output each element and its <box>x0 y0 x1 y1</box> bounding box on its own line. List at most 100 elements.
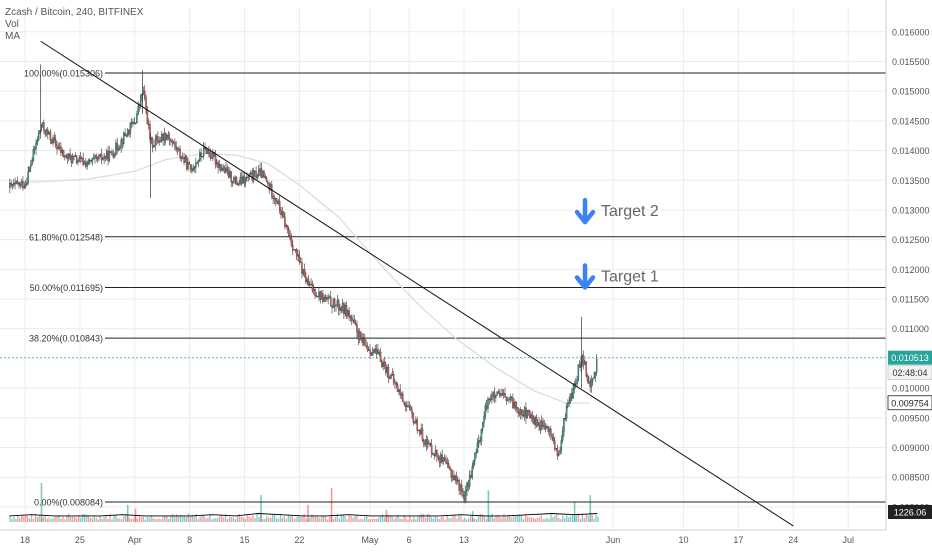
volume-bar <box>467 518 470 522</box>
volume-bar <box>72 516 74 522</box>
candle-body <box>379 352 382 362</box>
current-price-badge[interactable] <box>888 350 932 365</box>
candle-body <box>443 457 446 460</box>
candle-body <box>455 475 458 482</box>
candle-body <box>274 198 277 202</box>
volume-pane <box>9 482 599 522</box>
candle-body <box>116 142 118 150</box>
candle-body <box>484 405 487 417</box>
candle-body <box>574 383 577 385</box>
trendline[interactable] <box>40 40 794 527</box>
candle-body <box>88 159 91 161</box>
volume-spike <box>40 482 43 522</box>
volume-spike <box>471 511 474 522</box>
volume-bar <box>79 517 82 522</box>
candle-body <box>548 428 551 432</box>
volume-bar <box>268 517 270 522</box>
candle-body <box>327 296 329 300</box>
volume-bar <box>217 517 219 522</box>
candle-body <box>282 211 285 218</box>
down-arrow-head <box>574 209 596 225</box>
volume-bar <box>505 517 507 522</box>
volume-bar <box>197 519 199 522</box>
volume-bar <box>60 518 62 522</box>
candle-body <box>237 184 239 186</box>
candle-body <box>273 198 276 200</box>
candle-body <box>234 176 236 179</box>
volume-bar <box>28 518 31 522</box>
x-tick-label: 20 <box>514 535 524 545</box>
x-tick-label: 22 <box>294 535 304 545</box>
volume-bar <box>340 514 342 522</box>
candle-body <box>567 403 569 407</box>
candle-body <box>212 152 214 159</box>
candle-body <box>423 440 425 445</box>
volume-bar <box>140 517 143 522</box>
candle-body <box>544 427 547 430</box>
volume-bar <box>403 514 405 522</box>
volume-bar <box>168 518 170 522</box>
volume-bar <box>299 516 301 522</box>
volume-bar <box>295 517 297 522</box>
candle-body <box>557 454 560 456</box>
candle-body <box>369 349 371 354</box>
candle-body <box>225 167 227 173</box>
volume-bar <box>507 514 509 522</box>
volume-bar <box>30 513 33 522</box>
candle-body <box>345 304 348 316</box>
volume-bar <box>152 517 154 522</box>
candle-body <box>403 401 405 404</box>
volume-bar <box>87 516 90 522</box>
candle-body <box>260 168 263 178</box>
volume-bar <box>536 517 538 522</box>
symbol-title[interactable]: Zcash / Bitcoin, 240, BITFINEX <box>5 7 144 18</box>
volume-bar <box>75 517 78 522</box>
vol-indicator-label[interactable]: Vol <box>5 19 19 30</box>
candle-body <box>471 466 473 478</box>
volume-bar <box>77 515 80 522</box>
volume-bar <box>238 514 241 522</box>
candle-body <box>256 175 259 179</box>
volume-bar <box>393 518 395 522</box>
volume-bar <box>95 517 97 522</box>
candle-body <box>181 157 184 159</box>
volume-bar <box>38 515 41 522</box>
candle-body <box>121 139 124 144</box>
candle-body <box>221 169 223 171</box>
candle-body <box>95 155 98 158</box>
candle-body <box>115 142 117 155</box>
volume-bar <box>240 517 242 522</box>
volume-bar <box>346 519 348 522</box>
candle-body <box>155 136 158 141</box>
volume-bar <box>320 516 323 522</box>
volume-bar <box>142 516 144 522</box>
candle-body <box>569 393 572 402</box>
candle-body <box>47 129 49 135</box>
volume-bar <box>91 518 94 522</box>
candle-body <box>91 158 94 162</box>
candle-body <box>75 155 78 163</box>
candle-body <box>278 200 281 211</box>
trendline-group[interactable] <box>0 40 886 527</box>
volume-bar <box>583 517 585 522</box>
y-tick-label: 0.012500 <box>892 235 930 245</box>
candle-body <box>446 462 449 464</box>
candle-body <box>310 283 312 285</box>
volume-bar <box>466 519 468 522</box>
candle-body <box>11 183 14 186</box>
candle-body <box>374 349 377 354</box>
candle-body <box>476 442 479 453</box>
candle-body <box>467 482 470 487</box>
candle-body <box>478 440 480 443</box>
candle-body <box>36 139 39 144</box>
candle-body <box>413 422 416 424</box>
ma-indicator-label[interactable]: MA <box>5 31 20 42</box>
candle-body <box>509 397 511 400</box>
volume-bar <box>89 517 92 522</box>
candle-body <box>147 123 150 126</box>
candle-body <box>347 310 349 316</box>
candle-body <box>453 475 455 481</box>
volume-bar <box>54 516 56 522</box>
volume-bar <box>389 515 391 522</box>
